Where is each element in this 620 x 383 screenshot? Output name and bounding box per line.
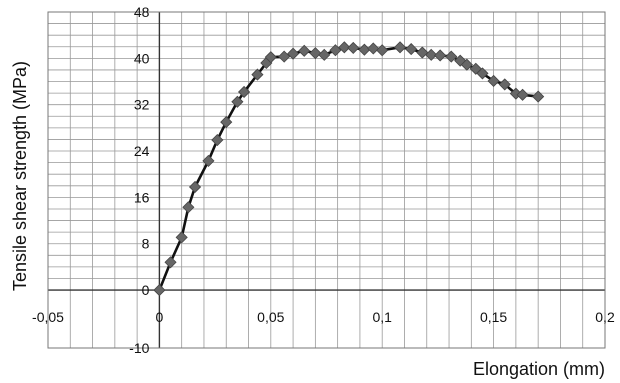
x-tick-label: 0,2 <box>595 309 615 325</box>
data-point-marker <box>298 44 311 57</box>
data-point-marker <box>231 95 244 108</box>
tick-labels: -0,05 0 0,05 0,1 0,15 0,2 -10 0 8 16 24 32 40 48 <box>32 4 615 356</box>
data-point-marker <box>237 85 251 99</box>
data-point-marker <box>358 43 371 56</box>
x-axis-label: Elongation (mm) <box>473 359 605 379</box>
data-point-marker <box>164 256 177 269</box>
data-point-marker <box>393 41 407 54</box>
data-point-marker <box>287 47 300 60</box>
data-point-marker <box>220 116 233 129</box>
data-point-marker <box>153 284 166 297</box>
data-point-marker <box>367 42 380 55</box>
y-tick-label: 40 <box>134 50 150 66</box>
y-tick-label: 48 <box>134 4 150 20</box>
data-point-marker <box>454 54 467 67</box>
data-point-marker <box>476 67 489 80</box>
data-series <box>153 41 545 297</box>
data-point-marker <box>278 50 291 63</box>
data-point-marker <box>445 50 458 63</box>
data-point-marker <box>338 41 351 54</box>
axes <box>47 11 606 349</box>
y-tick-label: 0 <box>142 282 150 298</box>
y-tick-label: 16 <box>134 189 150 205</box>
y-tick-label: 32 <box>134 97 150 113</box>
data-point-marker <box>309 47 322 60</box>
data-point-marker <box>182 201 195 214</box>
data-point-marker <box>487 74 500 88</box>
data-point-marker <box>251 68 264 81</box>
data-point-marker <box>264 51 277 64</box>
y-tick-label: 24 <box>134 143 150 159</box>
data-point-marker <box>329 44 342 57</box>
y-axis-label: Tensile shear strength (MPa) <box>10 61 30 291</box>
data-point-marker <box>516 88 529 101</box>
data-point-marker <box>318 48 331 61</box>
data-point-marker <box>460 58 473 71</box>
data-point-marker <box>376 44 389 57</box>
data-point-marker <box>347 41 360 54</box>
x-tick-label: 0,05 <box>257 309 284 325</box>
data-point-marker <box>405 43 418 56</box>
data-point-marker <box>211 133 224 147</box>
data-point-marker <box>202 154 215 167</box>
grid <box>47 11 606 349</box>
y-tick-label: -10 <box>129 340 149 356</box>
data-point-marker <box>188 180 202 194</box>
plot-border <box>47 11 606 349</box>
y-tick-label: 8 <box>142 236 150 252</box>
data-point-marker <box>498 78 511 91</box>
series-line <box>158 45 539 291</box>
data-point-marker <box>434 49 447 62</box>
x-tick-label: 0,1 <box>372 309 392 325</box>
x-tick-label: -0,05 <box>32 309 64 325</box>
data-point-marker <box>425 48 438 61</box>
data-point-marker <box>532 90 545 103</box>
x-tick-label: 0,15 <box>480 309 507 325</box>
x-tick-label: 0 <box>156 309 164 325</box>
data-point-marker <box>175 231 188 244</box>
data-point-marker <box>416 46 429 59</box>
